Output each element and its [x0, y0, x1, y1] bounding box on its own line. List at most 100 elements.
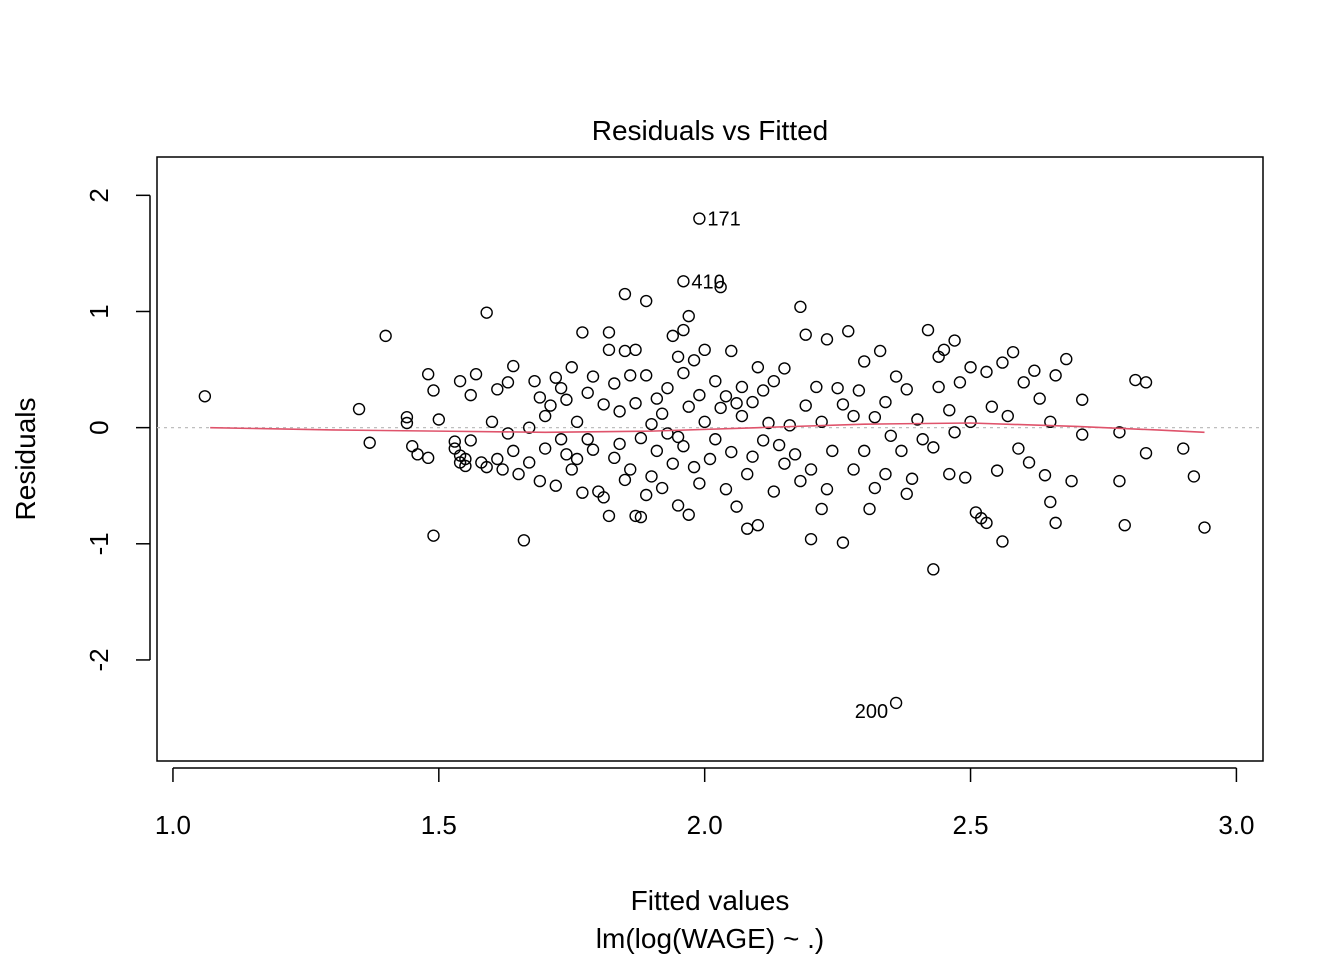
data-point — [1028, 364, 1041, 377]
data-point — [1049, 516, 1062, 530]
data-point — [432, 413, 446, 426]
data-point — [788, 448, 802, 461]
point-label: 410 — [691, 271, 724, 293]
data-point — [799, 399, 812, 412]
data-point — [1001, 409, 1014, 423]
data-point — [820, 483, 834, 496]
data-point — [794, 300, 807, 314]
data-point — [794, 474, 807, 488]
data-point — [198, 390, 212, 403]
data-point — [964, 361, 977, 374]
data-point — [693, 477, 706, 490]
data-point — [1198, 521, 1211, 534]
data-point — [1139, 446, 1153, 460]
data-point — [544, 399, 557, 412]
data-point — [820, 333, 834, 346]
data-point — [677, 366, 690, 380]
data-point — [985, 400, 999, 413]
y-tick-label: -2 — [84, 648, 114, 671]
data-point — [533, 474, 547, 488]
data-point — [1076, 428, 1089, 441]
data-point — [873, 344, 887, 358]
data-point — [1118, 519, 1131, 532]
data-point — [491, 383, 504, 396]
data-point — [921, 323, 935, 337]
data-point — [714, 280, 727, 294]
data-point — [1006, 345, 1020, 359]
data-point — [650, 444, 664, 458]
data-point — [666, 457, 679, 470]
data-point — [677, 323, 690, 337]
data-point — [618, 473, 632, 487]
x-tick-label: 2.5 — [952, 810, 988, 840]
y-axis-title: Residuals — [10, 398, 41, 521]
data-point — [714, 401, 727, 415]
data-point — [570, 452, 584, 466]
data-point — [762, 416, 775, 430]
data-point — [629, 509, 642, 523]
data-point — [996, 535, 1009, 548]
point-labels: 171 410 200 — [691, 209, 888, 723]
data-point — [634, 510, 648, 524]
data-point — [778, 457, 791, 470]
data-point — [847, 409, 860, 423]
data-point — [597, 398, 610, 411]
data-points — [198, 212, 1211, 710]
data-point — [400, 416, 414, 430]
data-point — [538, 442, 552, 455]
data-point — [826, 444, 839, 458]
data-point — [932, 380, 945, 394]
data-point — [1044, 495, 1057, 509]
data-point — [996, 356, 1009, 369]
y-tick-label: -1 — [84, 532, 114, 555]
data-point — [863, 502, 876, 516]
data-point — [916, 433, 929, 446]
data-point — [597, 491, 610, 504]
data-point — [677, 275, 690, 288]
data-point — [581, 433, 594, 446]
data-point — [682, 309, 695, 323]
y-tick-label: 1 — [84, 304, 114, 318]
data-point — [459, 452, 472, 466]
data-point — [948, 334, 961, 347]
data-point — [772, 438, 786, 452]
data-point — [576, 486, 589, 499]
data-point — [1033, 392, 1046, 405]
data-point — [523, 421, 536, 434]
data-point — [352, 402, 366, 416]
data-point — [501, 427, 515, 440]
data-point — [703, 452, 717, 466]
data-point — [496, 463, 509, 476]
data-point — [517, 534, 531, 547]
data-point — [868, 410, 882, 424]
data-point — [565, 463, 578, 476]
data-point — [576, 326, 589, 339]
data-point — [900, 487, 913, 501]
data-point — [507, 359, 520, 373]
data-point — [586, 443, 600, 456]
data-point — [560, 393, 573, 406]
data-point — [624, 463, 637, 476]
data-point — [507, 444, 520, 458]
data-point — [1076, 393, 1089, 406]
data-point — [756, 384, 770, 397]
data-point — [501, 376, 515, 389]
data-point — [937, 343, 951, 357]
point-label: 200 — [855, 701, 888, 723]
data-point — [990, 464, 1004, 477]
data-point — [943, 467, 956, 481]
data-point — [911, 413, 924, 426]
data-point — [523, 456, 536, 469]
data-point — [959, 471, 972, 484]
data-point — [719, 483, 733, 496]
data-point — [815, 502, 828, 516]
data-point — [815, 415, 828, 429]
chart-title: Residuals vs Fitted — [592, 115, 829, 146]
data-point — [804, 463, 818, 476]
data-point — [379, 329, 392, 343]
data-point — [741, 522, 754, 535]
data-point — [735, 409, 749, 423]
data-point — [725, 344, 738, 358]
data-point — [804, 532, 818, 546]
